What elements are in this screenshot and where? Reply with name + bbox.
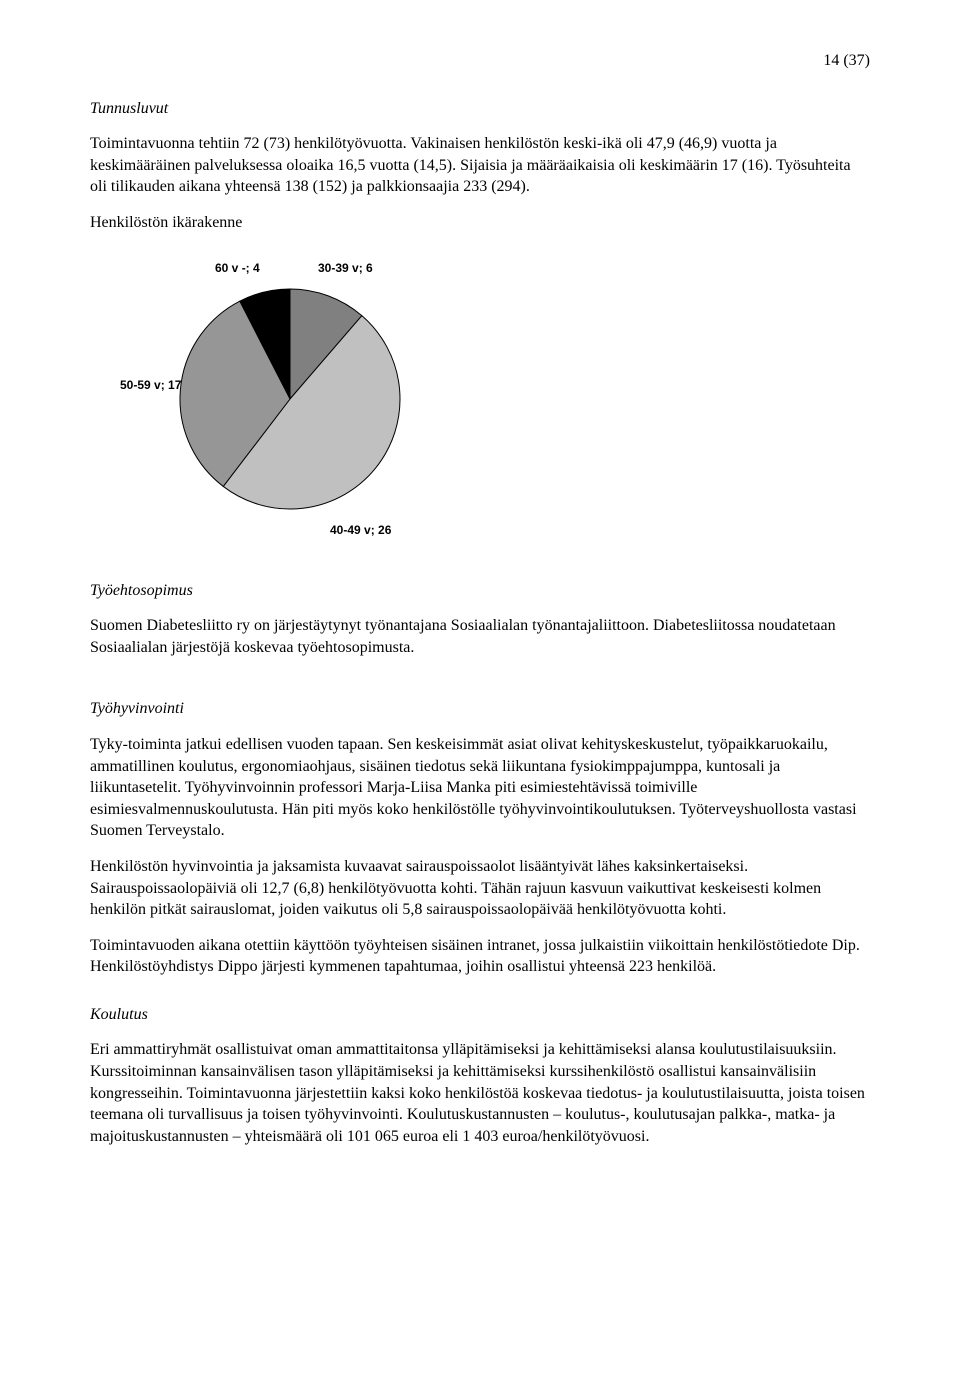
heading-tunnusluvut: Tunnusluvut [90,98,870,120]
heading-tyohyvinvointi: Työhyvinvointi [90,698,870,720]
para-sairaus: Henkilöstön hyvinvointia ja jaksamista k… [90,856,870,921]
page-number: 14 (37) [90,50,870,72]
heading-tyoehtosopimus: Työehtosopimus [90,580,870,602]
para-intro: Toimintavuonna tehtiin 72 (73) henkilöty… [90,133,870,198]
para-intranet: Toimintavuoden aikana otettiin käyttöön … [90,935,870,978]
pie-label: 60 v -; 4 [215,261,260,275]
pie-label: 30-39 v; 6 [318,261,373,275]
heading-koulutus: Koulutus [90,1004,870,1026]
para-tyoehto: Suomen Diabetesliitto ry on järjestäytyn… [90,615,870,658]
pie-svg: 60 v -; 4 30-39 v; 6 40-49 v; 26 50-59 v; 1… [120,254,480,554]
para-tyky: Tyky-toiminta jatkui edellisen vuoden ta… [90,734,870,842]
pie-label: 50-59 v; 17 [120,378,182,392]
para-ikarakenne-title: Henkilöstön ikärakenne [90,212,870,234]
pie-label: 40-49 v; 26 [330,523,392,537]
age-pie-chart: 60 v -; 4 30-39 v; 6 40-49 v; 26 50-59 v; 1… [120,254,870,554]
para-koulutus: Eri ammattiryhmät osallistuivat oman amm… [90,1039,870,1147]
